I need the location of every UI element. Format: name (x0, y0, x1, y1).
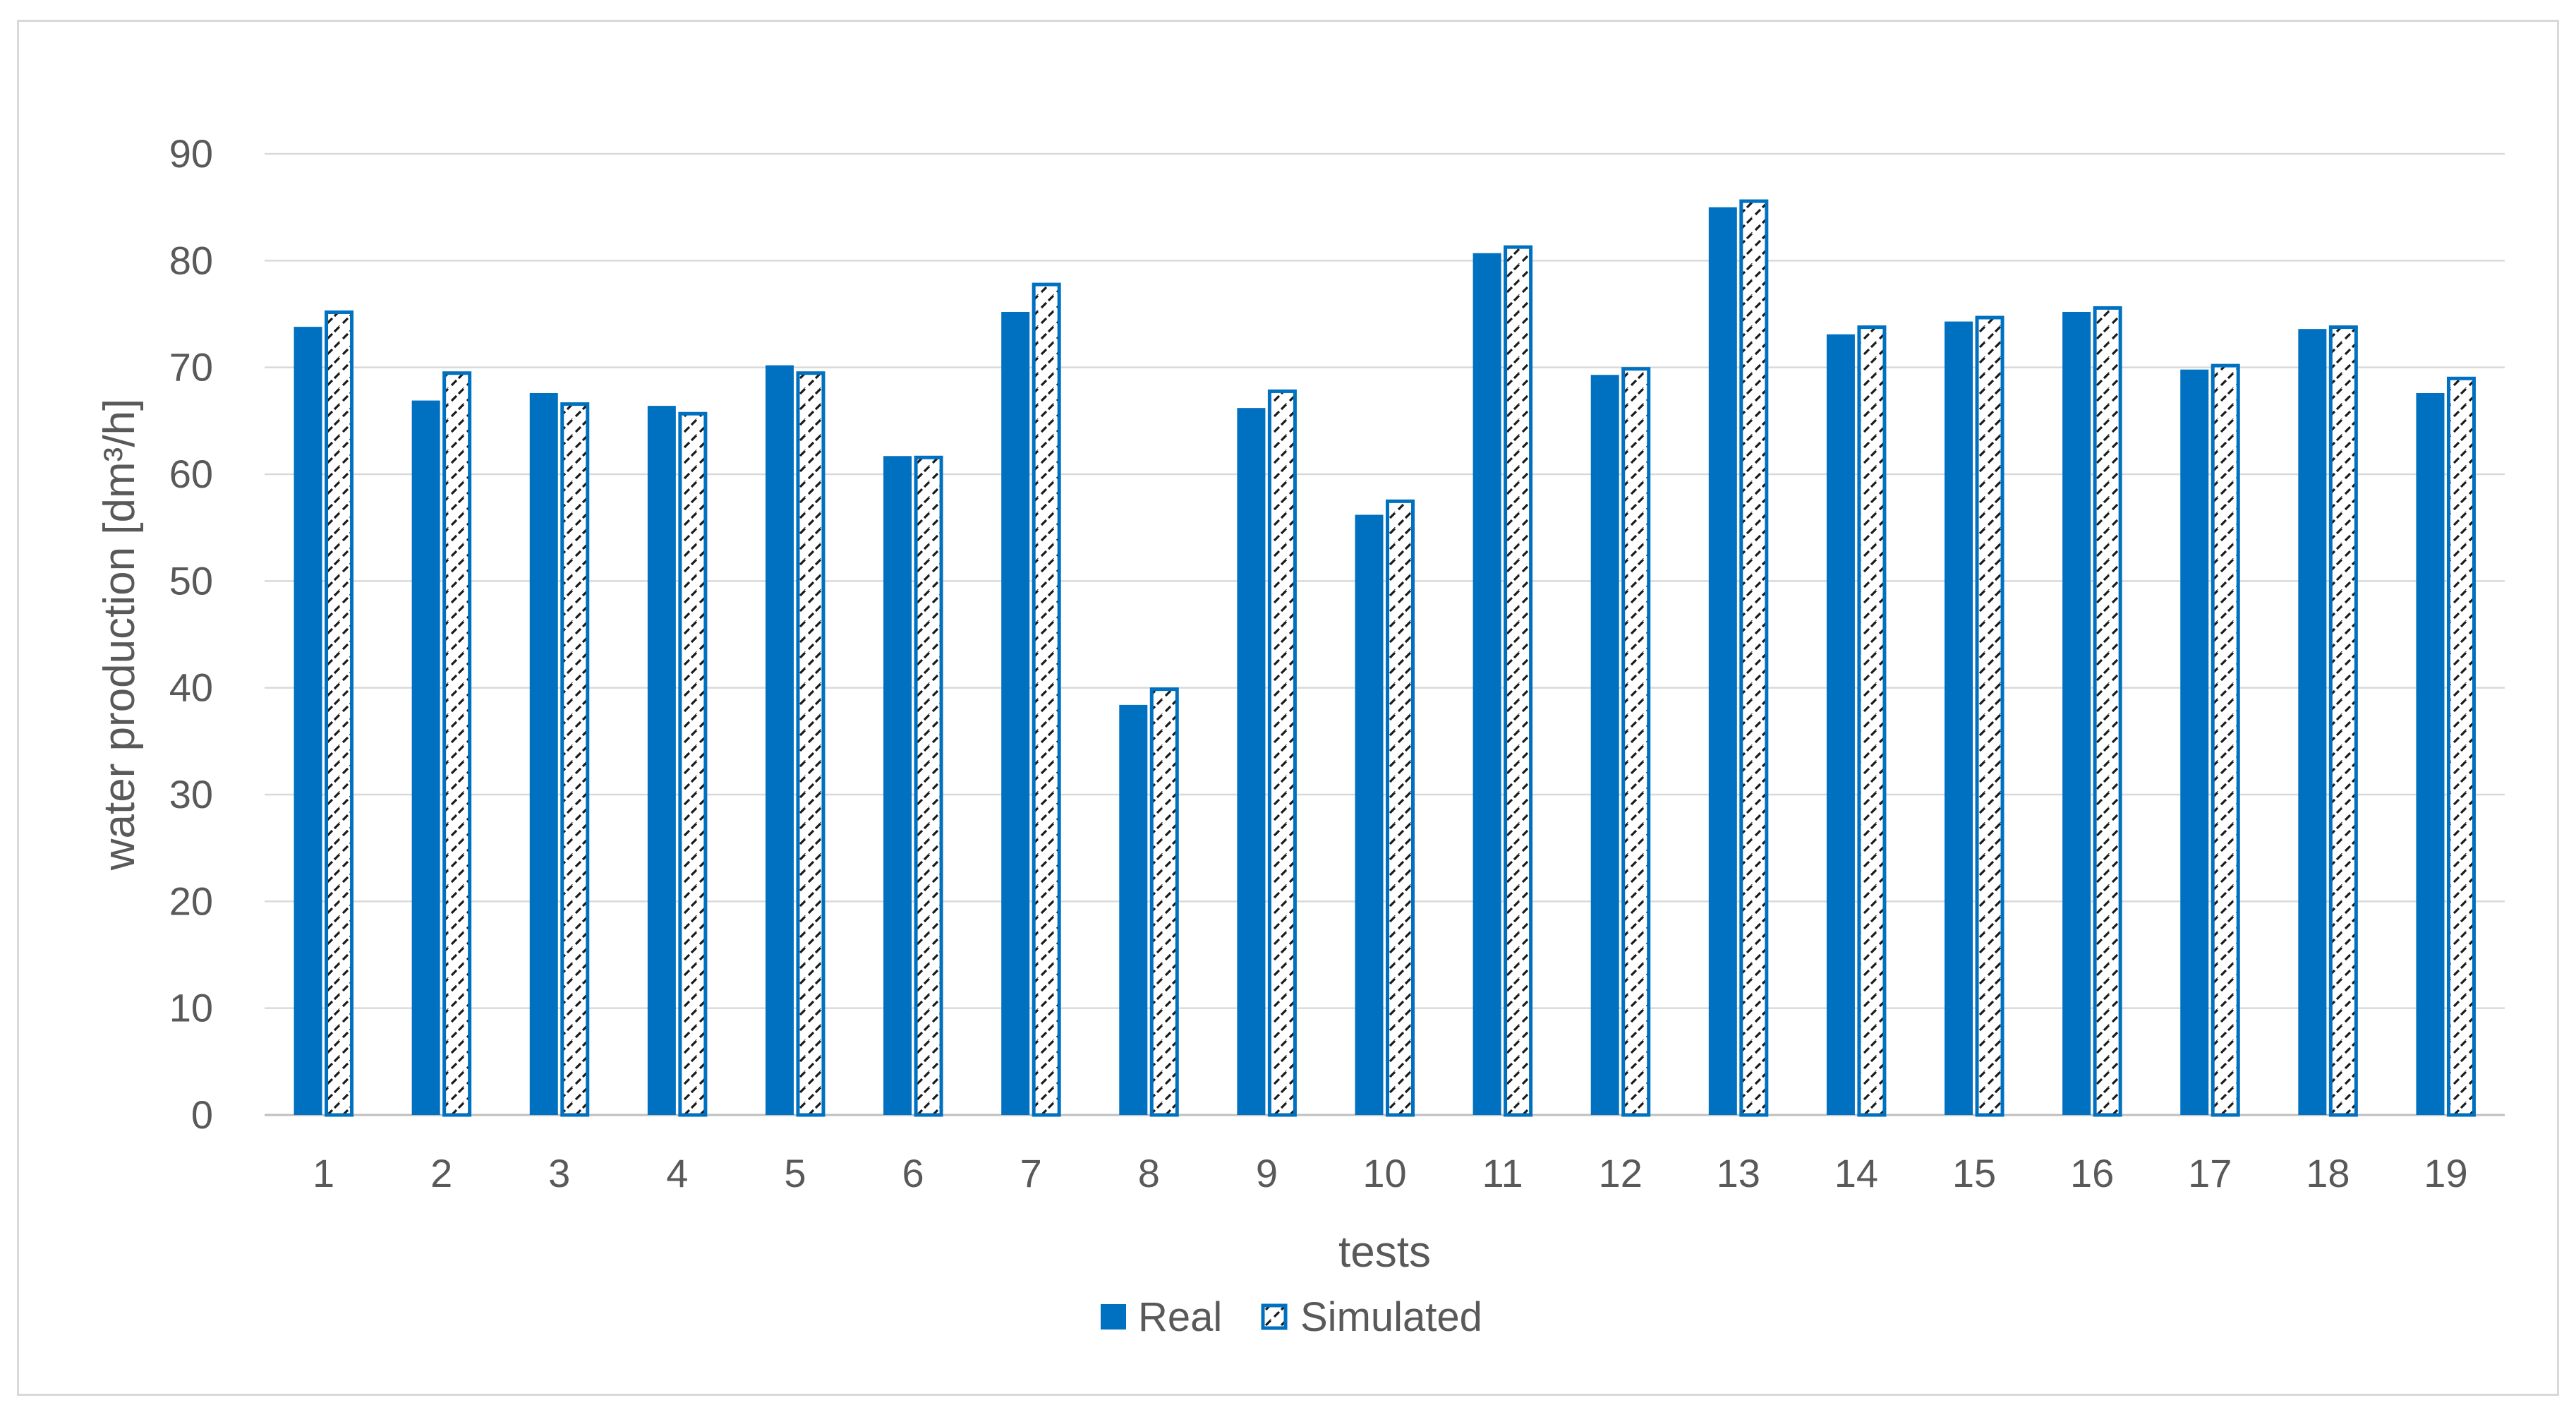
x-tick-label: 16 (2070, 1151, 2114, 1195)
bar-real (1945, 321, 1973, 1116)
legend-label-simulated: Simulated (1300, 1294, 1482, 1340)
bar-simulated (2328, 325, 2358, 1117)
bar-real (1001, 311, 1030, 1115)
bar-simulated (2446, 376, 2476, 1117)
x-tick-label: 13 (1717, 1151, 1760, 1195)
bar-real (529, 392, 558, 1115)
y-tick-label: 70 (169, 345, 213, 390)
y-axis-tick-labels: 0 10 20 30 40 50 60 70 80 90 (169, 131, 213, 1137)
bar-real (2180, 369, 2209, 1115)
bar-real (647, 406, 676, 1115)
bar-real (1590, 375, 1619, 1115)
y-tick-label: 20 (169, 879, 213, 923)
bar-real (1237, 408, 1266, 1115)
x-tick-label: 4 (666, 1151, 688, 1195)
x-tick-label: 14 (1834, 1151, 1878, 1195)
y-tick-label: 10 (169, 986, 213, 1030)
y-tick-label: 60 (169, 452, 213, 496)
x-tick-label: 11 (1482, 1151, 1523, 1195)
x-axis-tick-labels: 1 2 3 4 5 6 7 8 9 10 11 12 13 14 15 16 17 18 19 (313, 1151, 2468, 1195)
bar-real (1708, 207, 1737, 1116)
x-tick-label: 17 (2188, 1151, 2232, 1195)
bar-simulated (2093, 306, 2122, 1117)
x-tick-label: 1 (313, 1151, 334, 1195)
bar-simulated (1504, 245, 1533, 1117)
legend-swatch-real (1101, 1304, 1126, 1329)
x-tick-label: 8 (1138, 1151, 1160, 1195)
x-tick-label: 2 (430, 1151, 452, 1195)
x-tick-label: 12 (1599, 1151, 1643, 1195)
bar-simulated (678, 411, 708, 1117)
bar-simulated (914, 455, 943, 1117)
bar-real (765, 365, 794, 1115)
bar-simulated (1857, 325, 1887, 1117)
bar-real (2062, 311, 2091, 1115)
bar-real (883, 456, 912, 1115)
bar-simulated (442, 371, 472, 1117)
x-tick-label: 18 (2306, 1151, 2350, 1195)
bar-simulated (1739, 199, 1769, 1117)
x-tick-label: 9 (1256, 1151, 1278, 1195)
bar-simulated (1621, 367, 1651, 1117)
bar-simulated (1975, 315, 2004, 1117)
bar-simulated (796, 371, 826, 1117)
legend: Real Simulated (1101, 1294, 1482, 1340)
bar-real (1473, 253, 1501, 1115)
y-tick-label: 50 (169, 558, 213, 603)
bar-real (294, 327, 322, 1115)
y-tick-label: 30 (169, 772, 213, 816)
bar-real (411, 400, 440, 1115)
bar-simulated (1032, 282, 1061, 1117)
x-tick-label: 6 (902, 1151, 924, 1195)
y-tick-label: 40 (169, 665, 213, 710)
legend-label-real: Real (1138, 1294, 1222, 1340)
x-axis-title: tests (1338, 1228, 1431, 1277)
bar-simulated (325, 310, 354, 1117)
x-tick-label: 15 (1952, 1151, 1996, 1195)
bar-simulated (560, 402, 590, 1117)
y-tick-label: 90 (169, 131, 213, 176)
bar-simulated (1149, 687, 1179, 1117)
x-tick-label: 5 (784, 1151, 806, 1195)
bars (294, 199, 2476, 1117)
bar-real (1119, 704, 1148, 1115)
x-tick-label: 3 (548, 1151, 570, 1195)
bar-real (2416, 392, 2445, 1115)
bar-simulated (1267, 389, 1297, 1117)
y-axis-title: water production [dm³/h] (95, 399, 144, 872)
bar-simulated (1386, 499, 1415, 1117)
bar-simulated (2211, 363, 2240, 1117)
x-tick-label: 19 (2424, 1151, 2467, 1195)
legend-swatch-simulated (1261, 1303, 1288, 1330)
bar-real (1355, 514, 1384, 1115)
bar-real (1826, 334, 1855, 1116)
gridlines (265, 152, 2505, 1116)
bar-real (2298, 329, 2327, 1116)
y-tick-label: 0 (191, 1092, 213, 1137)
x-tick-label: 7 (1020, 1151, 1042, 1195)
y-tick-label: 80 (169, 238, 213, 282)
x-tick-label: 10 (1362, 1151, 1406, 1195)
